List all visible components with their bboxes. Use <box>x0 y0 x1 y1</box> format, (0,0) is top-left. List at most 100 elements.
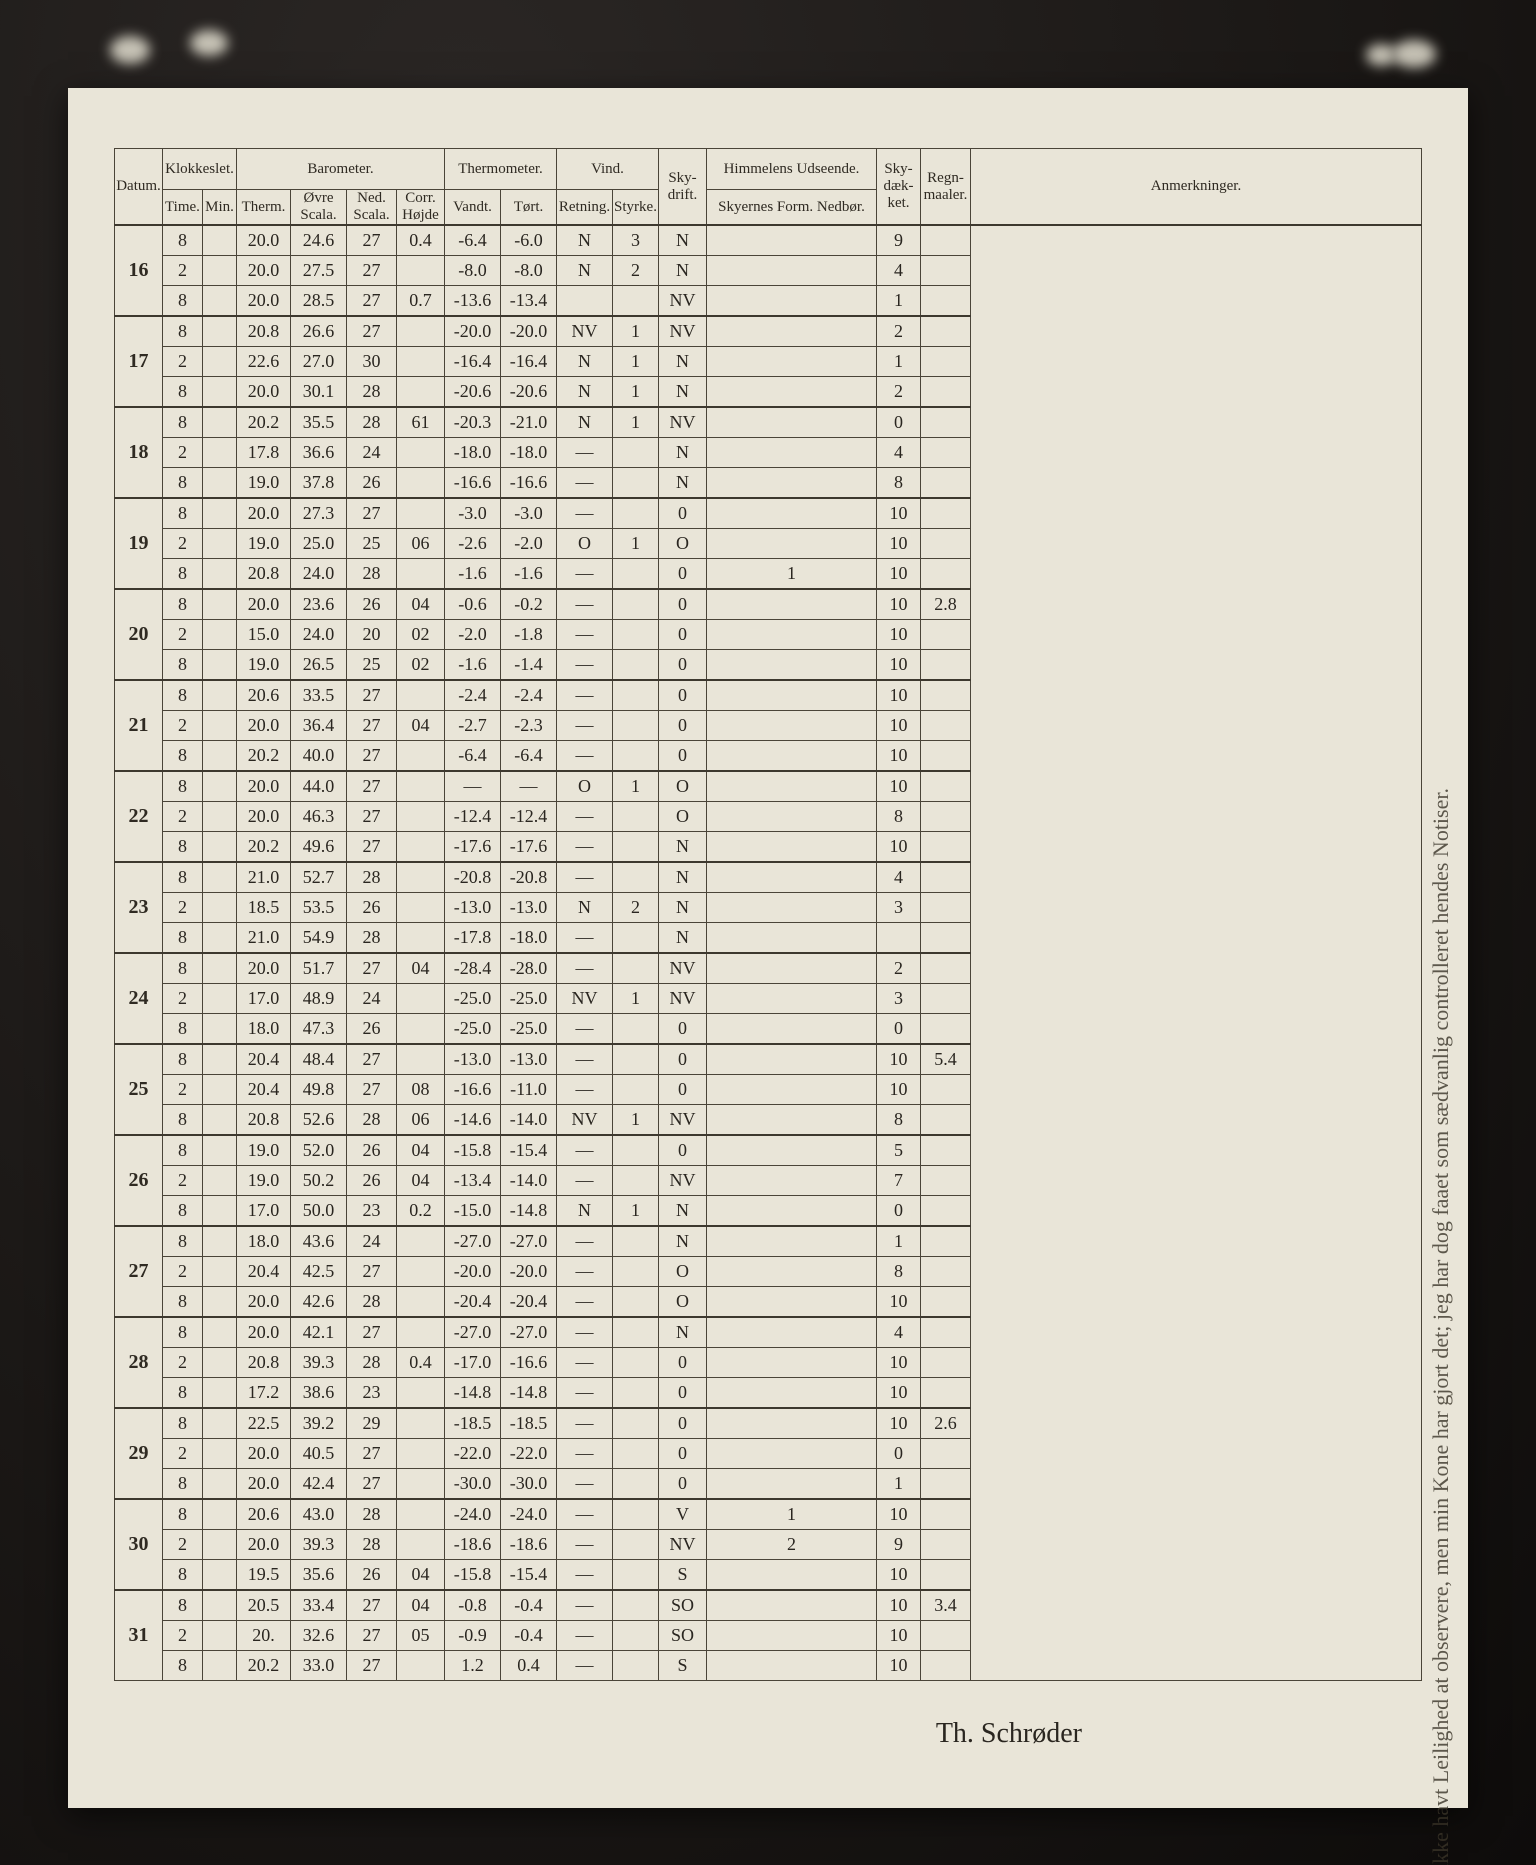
hdr-therm-vandt: Vandt. <box>445 190 501 226</box>
cell-himmel <box>707 832 877 863</box>
cell-time: 8 <box>163 1044 203 1075</box>
cell-vind-retn: N <box>557 256 613 286</box>
cell-time: 2 <box>163 529 203 559</box>
cell-bar-ovre: 50.0 <box>291 1196 347 1227</box>
cell-min <box>203 680 237 711</box>
cell-himmel <box>707 680 877 711</box>
cell-vind-retn: — <box>557 1530 613 1560</box>
cell-vind-styr <box>613 1257 659 1287</box>
cell-bar-therm: 20.0 <box>237 286 291 317</box>
cell-bar-ned: 28 <box>347 862 397 893</box>
cell-min <box>203 923 237 954</box>
cell-skydrift: S <box>659 1560 707 1591</box>
cell-therm-vandt: -1.6 <box>445 650 501 681</box>
cell-min <box>203 286 237 317</box>
cell-therm-tort: -13.4 <box>501 286 557 317</box>
cell-bar-ovre: 26.6 <box>291 316 347 347</box>
cell-himmel <box>707 407 877 438</box>
cell-skydrift: NV <box>659 407 707 438</box>
day-number: 22 <box>115 771 163 862</box>
cell-vind-retn: — <box>557 620 613 650</box>
cell-bar-corr: 04 <box>397 1560 445 1591</box>
cell-time: 8 <box>163 832 203 863</box>
cell-vind-retn: — <box>557 1257 613 1287</box>
cell-vind-styr <box>613 1287 659 1318</box>
cell-himmel <box>707 589 877 620</box>
cell-skydaek: 10 <box>877 771 921 802</box>
cell-bar-ovre: 27.0 <box>291 347 347 377</box>
cell-therm-vandt: -2.0 <box>445 620 501 650</box>
cell-vind-styr <box>613 862 659 893</box>
cell-therm-tort: -6.0 <box>501 225 557 256</box>
cell-therm-tort: -6.4 <box>501 741 557 772</box>
cell-vind-retn: N <box>557 377 613 408</box>
cell-skydaek: 10 <box>877 1499 921 1530</box>
cell-min <box>203 1590 237 1621</box>
cell-vind-retn: — <box>557 711 613 741</box>
cell-skydrift: NV <box>659 316 707 347</box>
cell-bar-corr <box>397 1257 445 1287</box>
cell-bar-therm: 22.6 <box>237 347 291 377</box>
cell-bar-therm: 19.0 <box>237 1135 291 1166</box>
cell-skydrift: 0 <box>659 1378 707 1409</box>
cell-bar-ned: 27 <box>347 711 397 741</box>
cell-bar-ovre: 35.6 <box>291 1560 347 1591</box>
cell-min <box>203 802 237 832</box>
cell-therm-tort: -28.0 <box>501 953 557 984</box>
cell-therm-vandt: -15.0 <box>445 1196 501 1227</box>
cell-himmel <box>707 1166 877 1196</box>
cell-himmel <box>707 286 877 317</box>
cell-time: 8 <box>163 680 203 711</box>
hdr-bar-ovre: Øvre Scala. <box>291 190 347 226</box>
cell-bar-ned: 27 <box>347 832 397 863</box>
cell-himmel <box>707 1257 877 1287</box>
cell-time: 8 <box>163 650 203 681</box>
cell-bar-corr <box>397 438 445 468</box>
cell-himmel <box>707 711 877 741</box>
cell-vind-retn: N <box>557 893 613 923</box>
cell-skydaek: 9 <box>877 225 921 256</box>
cell-therm-tort: -16.6 <box>501 468 557 499</box>
cell-time: 8 <box>163 1105 203 1136</box>
cell-bar-corr: 02 <box>397 620 445 650</box>
cell-min <box>203 741 237 772</box>
hdr-vind-retn: Retning. <box>557 190 613 226</box>
cell-vind-retn: — <box>557 832 613 863</box>
cell-bar-corr: 02 <box>397 650 445 681</box>
cell-regn <box>921 347 971 377</box>
hdr-anm: Anmerkninger. <box>971 149 1422 226</box>
cell-regn: 3.4 <box>921 1590 971 1621</box>
cell-skydrift: S <box>659 1651 707 1681</box>
cell-skydaek: 8 <box>877 468 921 499</box>
cell-vind-styr <box>613 1499 659 1530</box>
cell-vind-styr <box>613 286 659 317</box>
cell-bar-therm: 20.6 <box>237 1499 291 1530</box>
cell-therm-tort: -18.0 <box>501 438 557 468</box>
cell-skydrift: 0 <box>659 1408 707 1439</box>
hdr-thermometer: Thermometer. <box>445 149 557 190</box>
cell-vind-retn: — <box>557 1621 613 1651</box>
cell-vind-retn: — <box>557 1439 613 1469</box>
cell-time: 8 <box>163 589 203 620</box>
cell-therm-vandt: -20.3 <box>445 407 501 438</box>
cell-vind-retn: — <box>557 650 613 681</box>
cell-himmel <box>707 377 877 408</box>
cell-bar-therm: 20.8 <box>237 559 291 590</box>
cell-bar-ovre: 32.6 <box>291 1621 347 1651</box>
cell-min <box>203 893 237 923</box>
cell-therm-tort: -0.4 <box>501 1590 557 1621</box>
cell-bar-therm: 17.0 <box>237 984 291 1014</box>
cell-bar-ovre: 52.6 <box>291 1105 347 1136</box>
cell-skydrift: N <box>659 893 707 923</box>
cell-regn <box>921 559 971 590</box>
cell-skydaek: 9 <box>877 1530 921 1560</box>
cell-bar-ned: 27 <box>347 1651 397 1681</box>
cell-bar-ovre: 23.6 <box>291 589 347 620</box>
cell-skydrift: O <box>659 771 707 802</box>
cell-vind-retn: — <box>557 1560 613 1591</box>
cell-therm-tort: — <box>501 771 557 802</box>
cell-skydaek: 10 <box>877 1408 921 1439</box>
cell-bar-ovre: 42.1 <box>291 1317 347 1348</box>
cell-vind-styr <box>613 1317 659 1348</box>
cell-himmel <box>707 1378 877 1409</box>
